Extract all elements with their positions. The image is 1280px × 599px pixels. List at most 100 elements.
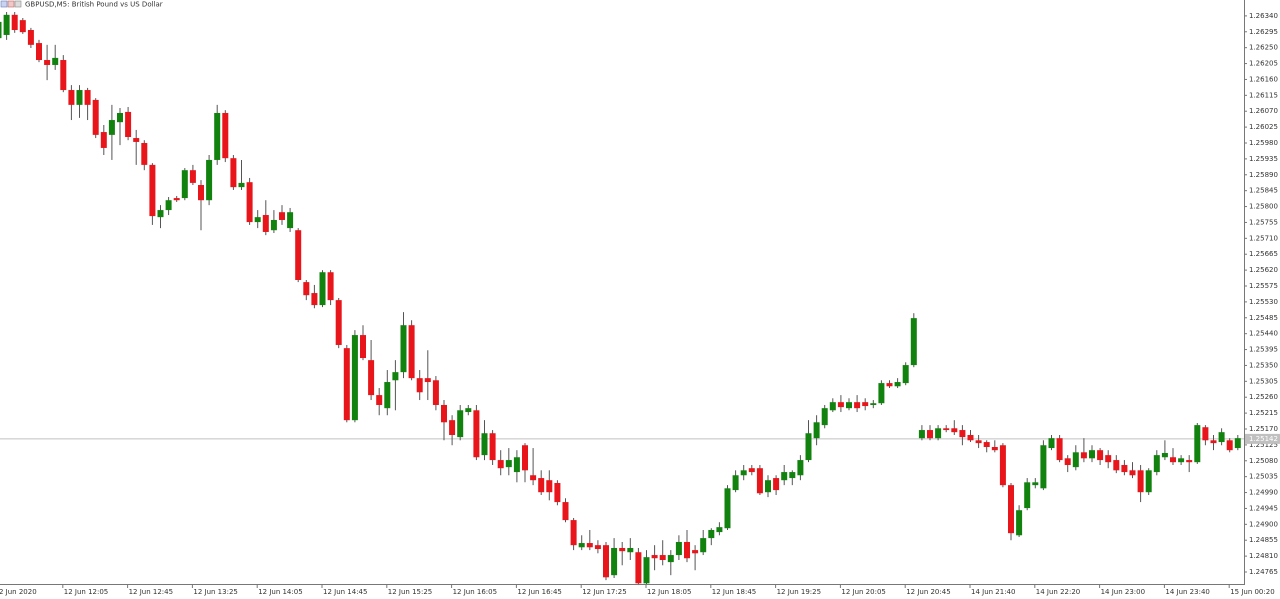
candle-body	[125, 111, 132, 137]
candle	[1080, 438, 1087, 463]
candle-body	[1121, 465, 1128, 473]
candle-body	[797, 460, 804, 476]
candle	[270, 210, 277, 234]
candle-body	[619, 547, 626, 552]
candle-body	[497, 460, 504, 469]
candle-body	[117, 112, 123, 123]
x-tick-label: 12 Jun 14:45	[323, 588, 367, 596]
candle-body	[360, 335, 366, 359]
y-tick-label: 1.26070	[1249, 107, 1278, 115]
candle	[60, 55, 67, 93]
candle-body	[513, 457, 520, 473]
candle-body	[603, 545, 609, 578]
candle	[781, 465, 788, 486]
candle	[489, 430, 496, 466]
candle-body	[1032, 482, 1039, 486]
candle	[675, 535, 682, 560]
candle	[1218, 428, 1225, 446]
candle	[424, 350, 431, 401]
candle	[400, 312, 407, 379]
candle	[570, 517, 577, 551]
x-tick-label: 12 Jun 20:05	[841, 588, 885, 596]
candle	[198, 180, 204, 231]
x-tick-label: 14 Jun 21:40	[971, 588, 1015, 596]
candle	[189, 164, 196, 186]
candle	[100, 124, 107, 156]
x-tick-label: 12 Jun 19:25	[777, 588, 821, 596]
candle	[627, 538, 634, 560]
candle-body	[1194, 425, 1201, 463]
candle-body	[222, 112, 229, 159]
candle-body	[343, 348, 350, 421]
candle-body	[400, 325, 407, 373]
candle-body	[951, 428, 958, 433]
candle	[748, 465, 755, 476]
candle	[829, 398, 836, 413]
candle-body	[1056, 438, 1063, 461]
candle	[343, 344, 350, 423]
candle-body	[837, 402, 844, 408]
candle	[603, 541, 609, 581]
candle-body	[999, 445, 1006, 486]
candle-body	[675, 541, 682, 556]
candle	[756, 465, 763, 496]
x-tick-label: 12 Jun 17:25	[582, 588, 626, 596]
candle-body	[1234, 438, 1241, 449]
candle-body	[254, 217, 261, 223]
candle-body	[983, 442, 990, 448]
candle-body	[481, 433, 488, 456]
candle	[497, 450, 504, 476]
candle	[1048, 434, 1055, 451]
candle-body	[773, 478, 780, 491]
y-tick-label: 1.24990	[1249, 489, 1278, 497]
candle	[52, 44, 59, 70]
candle	[327, 270, 334, 306]
candle	[530, 448, 537, 486]
candle	[659, 540, 666, 566]
candle-body	[1097, 450, 1104, 461]
candle-body	[562, 502, 569, 521]
candle	[611, 538, 618, 578]
candle-body	[854, 402, 861, 409]
candle	[789, 470, 796, 486]
candle	[392, 360, 399, 411]
candle	[1153, 450, 1160, 476]
candle-body	[740, 470, 747, 476]
candle-body	[319, 272, 326, 306]
candle	[76, 85, 83, 118]
candle-body	[295, 230, 302, 280]
candle-body	[36, 43, 42, 61]
candle-body	[44, 60, 51, 65]
candle-body	[659, 555, 666, 560]
candle	[1040, 440, 1047, 491]
candle-body	[489, 433, 496, 461]
current-price-box	[1245, 433, 1280, 444]
candle-body	[1178, 458, 1185, 463]
candle	[1024, 478, 1031, 511]
y-tick-label: 1.24900	[1249, 520, 1278, 528]
candle-body	[813, 422, 820, 439]
y-tick-label: 1.25350	[1249, 361, 1278, 369]
x-tick-label: 12 Jun 12:45	[129, 588, 173, 596]
candle-body	[667, 555, 674, 563]
x-tick-label: 14 Jun 23:40	[1165, 588, 1209, 596]
x-tick-label: 14 Jun 22:20	[1036, 588, 1080, 596]
candle-body	[214, 112, 221, 160]
candle-body	[108, 120, 115, 135]
candle-body	[173, 198, 180, 201]
y-tick-label: 1.24945	[1249, 504, 1278, 512]
candle-body	[1072, 452, 1079, 468]
candle	[554, 480, 561, 506]
candle	[1097, 448, 1104, 466]
candle	[125, 106, 132, 141]
candle-body	[230, 158, 237, 188]
candle-body	[635, 552, 642, 584]
candle-body	[1145, 470, 1152, 493]
y-tick-label: 1.25980	[1249, 139, 1278, 147]
candle	[36, 39, 42, 63]
candle	[133, 129, 140, 165]
candle-body	[1218, 432, 1225, 443]
y-tick-label: 1.25395	[1249, 346, 1278, 354]
y-tick-label: 1.25440	[1249, 330, 1278, 338]
